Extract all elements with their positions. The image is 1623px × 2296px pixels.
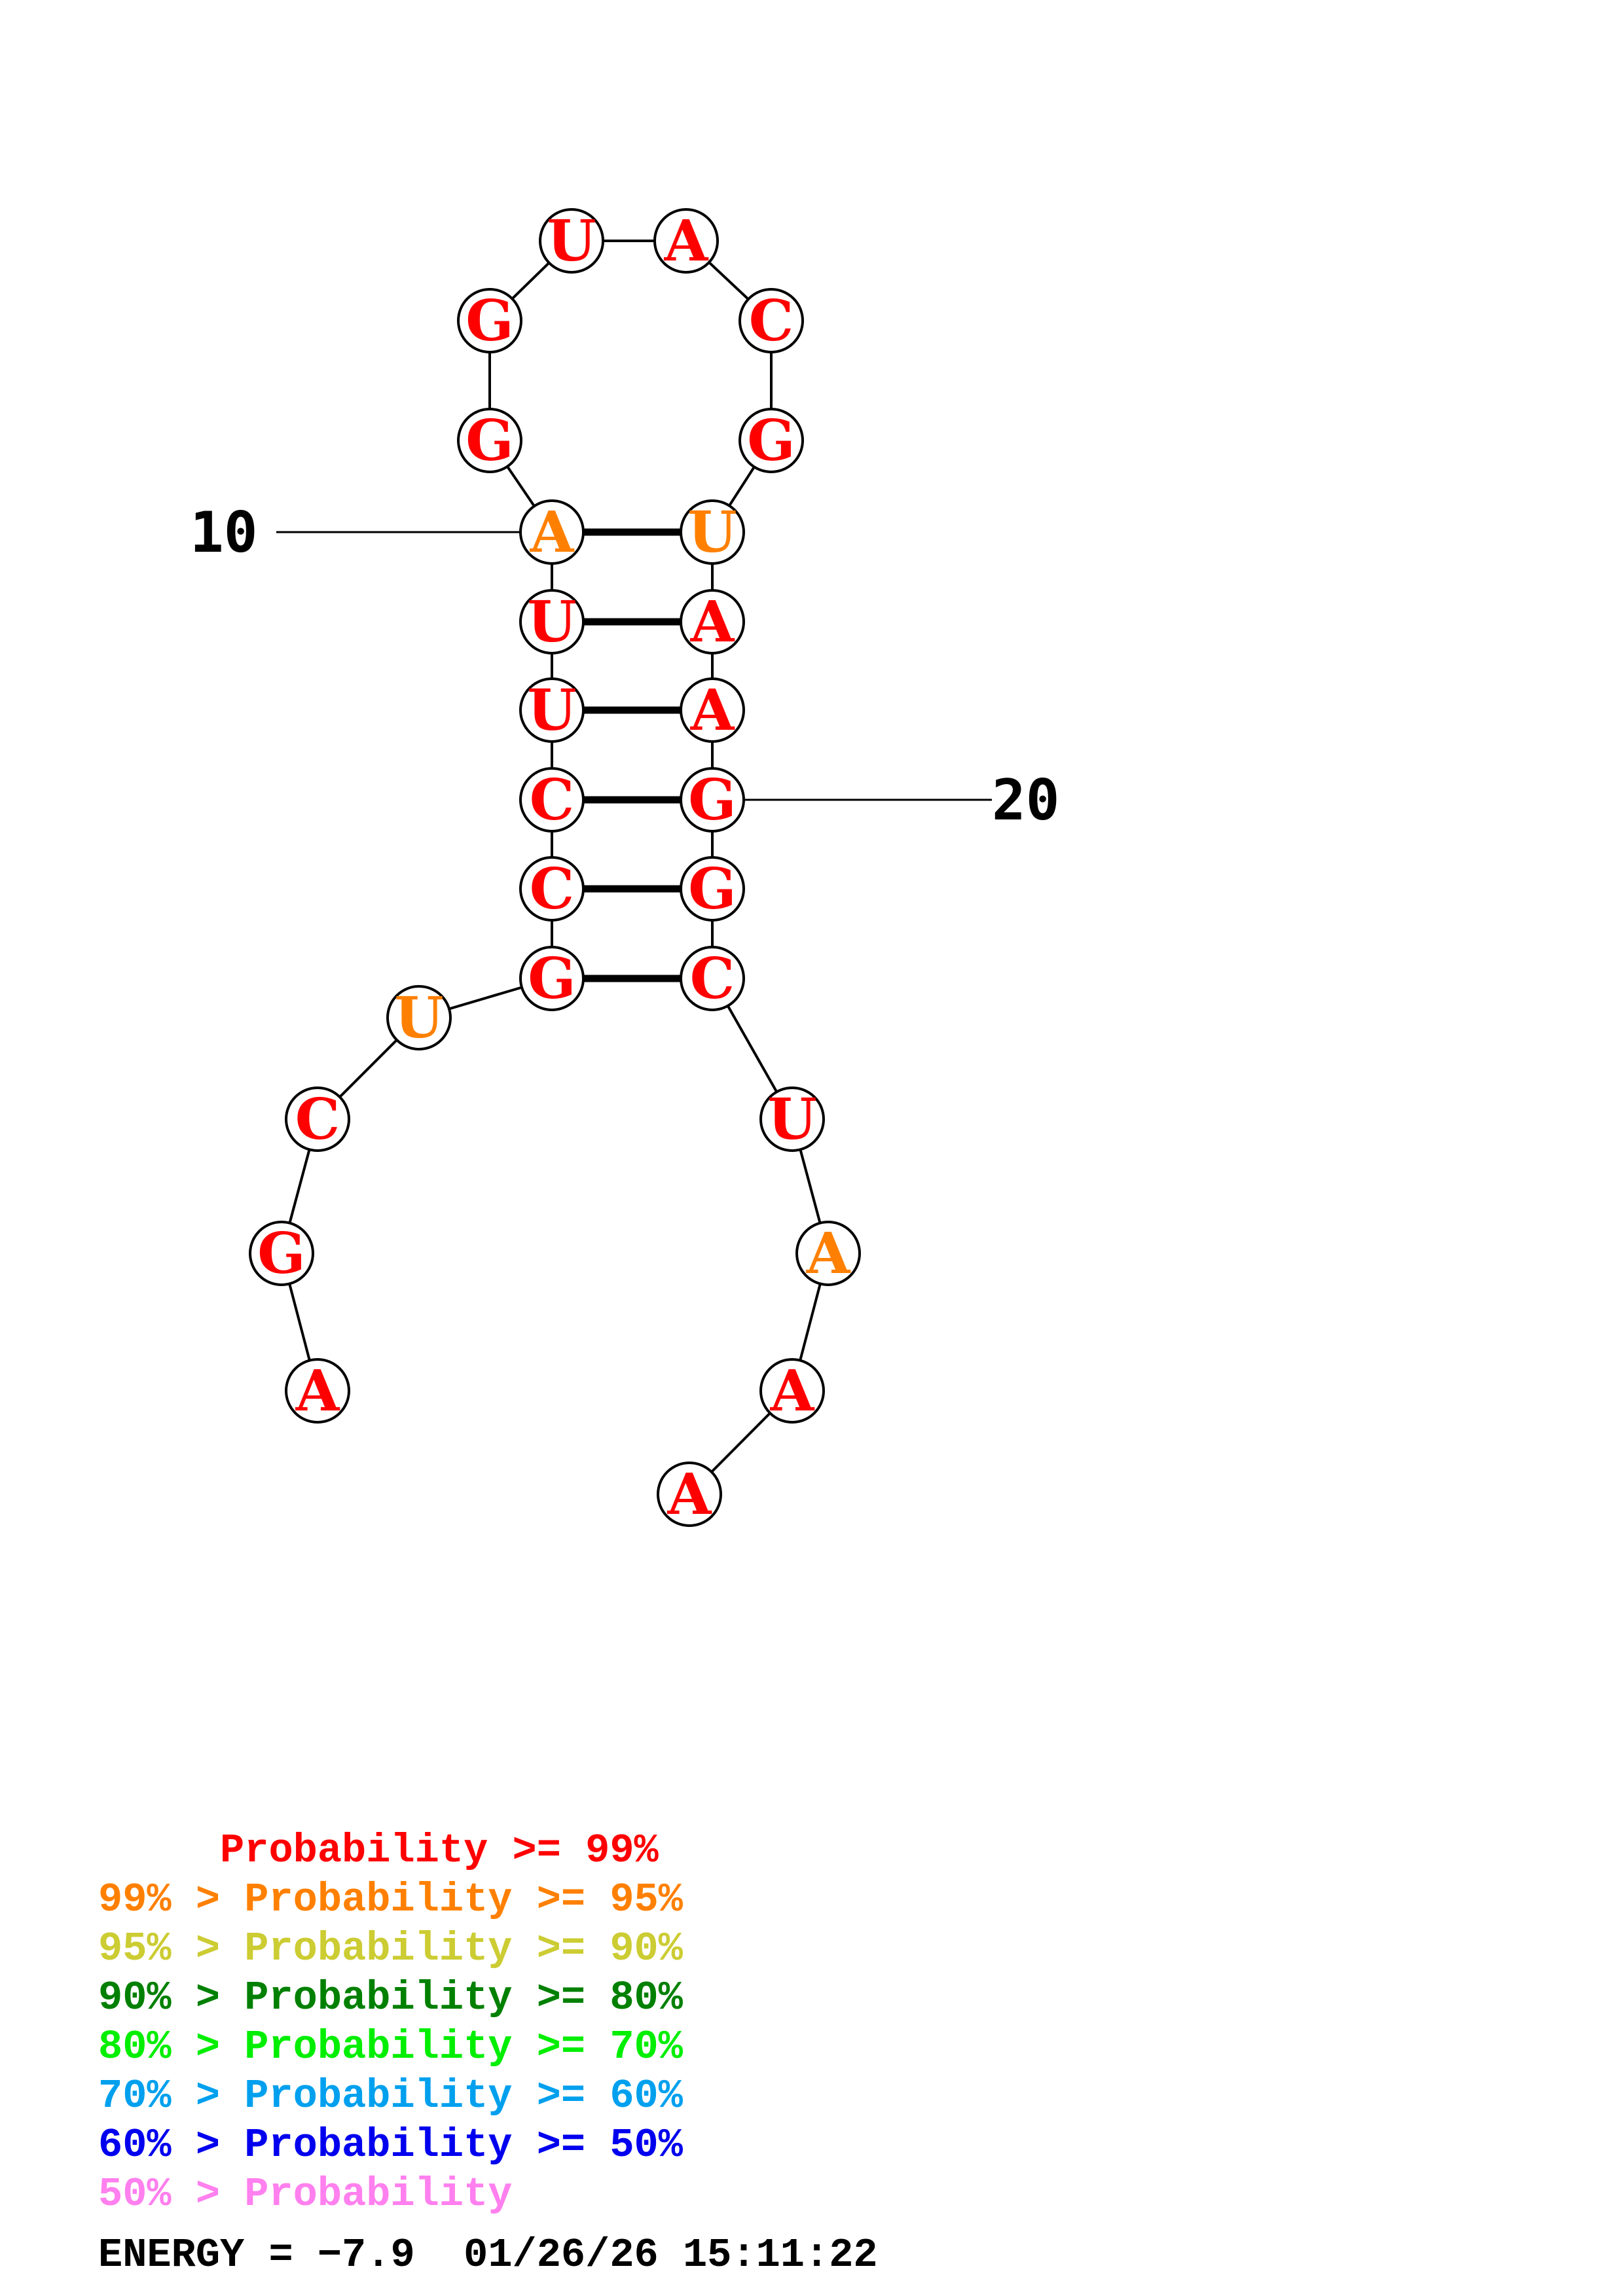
nucleotide-base: U — [768, 1086, 817, 1153]
nucleotide-base: A — [806, 1221, 851, 1287]
nucleotide-base: U — [688, 499, 737, 565]
nucleotide: A — [285, 1358, 350, 1424]
nucleotide: C — [739, 288, 804, 354]
nucleotide-circle — [519, 946, 585, 1011]
legend-entry: 70% > Probability >= 60% — [98, 2073, 683, 2119]
nucleotide: G — [519, 946, 585, 1012]
nucleotide-circle — [386, 985, 452, 1050]
position-label: 20 — [992, 768, 1060, 833]
legend-entry: 60% > Probability >= 50% — [98, 2122, 683, 2168]
nucleotide: C — [519, 856, 585, 922]
nucleotide-base: C — [530, 767, 574, 833]
nucleotide-circle — [653, 208, 719, 274]
nucleotide-circle — [657, 1462, 722, 1527]
nucleotide-base: C — [690, 946, 735, 1012]
legend-entry: 50% > Probability — [98, 2171, 513, 2217]
nucleotide-circle — [680, 499, 745, 565]
nucleotide-circle — [519, 856, 585, 922]
nucleotide-base: U — [395, 985, 444, 1051]
timestamp: 01/26/26 15:11:22 — [464, 2232, 878, 2278]
nucleotide-base: G — [688, 767, 736, 833]
nucleotide-circle — [457, 288, 522, 353]
footer: ENERGY = −7.9 01/26/26 15:11:22 — [98, 2232, 878, 2278]
nucleotide-circle — [759, 1086, 825, 1152]
nucleotide: U — [759, 1086, 825, 1153]
nucleotide-base: C — [530, 856, 574, 922]
nucleotide-base: A — [295, 1358, 340, 1424]
nucleotide: G — [457, 288, 522, 354]
nucleotide: A — [795, 1221, 861, 1287]
nucleotide-circle — [249, 1221, 314, 1286]
nucleotide-circle — [539, 208, 604, 274]
legend-entry: 99% > Probability >= 95% — [98, 1876, 683, 1923]
nucleotide-circle — [795, 1221, 861, 1286]
nucleotide-base: A — [530, 499, 575, 565]
nucleotide-base: A — [770, 1358, 815, 1424]
nucleotide: U — [519, 589, 585, 655]
nucleotide-base: G — [465, 408, 513, 474]
nucleotide-base: C — [295, 1086, 340, 1153]
nucleotide: A — [759, 1358, 825, 1424]
nucleotide: U — [519, 677, 585, 744]
nucleotide-circle — [519, 589, 585, 655]
nucleotide: U — [680, 499, 745, 565]
nucleotide-base: A — [667, 1462, 712, 1528]
nucleotide-base: U — [528, 677, 577, 744]
position-labels: 10 20 — [190, 500, 1060, 833]
nucleotide-base: G — [257, 1221, 305, 1287]
nucleotide-base: A — [690, 589, 735, 655]
nucleotide: C — [519, 767, 585, 833]
nucleotide-base: A — [664, 208, 709, 274]
nucleotide-circle — [680, 767, 745, 833]
nucleotide-circle — [285, 1358, 350, 1424]
nucleotide: A — [653, 208, 719, 274]
nucleotide-base: G — [465, 288, 513, 354]
legend-entry: 95% > Probability >= 90% — [98, 1926, 683, 1972]
legend-entry: Probability >= 99% — [98, 1827, 659, 1874]
probability-legend: Probability >= 99% 99% > Probability >= 9… — [98, 1826, 683, 2219]
nucleotide-circle — [680, 677, 745, 743]
nucleotide-base: A — [690, 677, 735, 744]
nucleotide: G — [457, 408, 522, 474]
nucleotide: G — [680, 767, 745, 833]
nucleotide: A — [680, 677, 745, 744]
nucleotide-circle — [739, 288, 804, 353]
nucleotide: G — [739, 408, 804, 474]
nucleotide: U — [539, 208, 604, 274]
nucleotide-circle — [519, 677, 585, 743]
nucleotide: C — [285, 1086, 350, 1153]
nucleotide-circle — [739, 408, 804, 473]
nucleotide: G — [680, 856, 745, 922]
nucleotide-base: G — [747, 408, 795, 474]
nucleotide-circle — [285, 1086, 350, 1152]
nucleotide-circle — [457, 408, 522, 473]
nucleotide-base: G — [528, 946, 575, 1012]
nucleotide-base: G — [688, 856, 736, 922]
legend-entry: 80% > Probability >= 70% — [98, 2024, 683, 2070]
nucleotide-base: U — [547, 208, 596, 274]
nucleotide-circle — [519, 499, 585, 565]
nucleotide-circle — [680, 589, 745, 655]
nucleotide-circle — [680, 946, 745, 1011]
nucleotide-circle — [759, 1358, 825, 1424]
legend-entry: 90% > Probability >= 80% — [98, 1975, 683, 2021]
nucleotide-circle — [519, 767, 585, 833]
nucleotide: A — [680, 589, 745, 655]
nucleotide: A — [519, 499, 585, 565]
nucleotide: G — [249, 1221, 314, 1287]
nucleotide-base: C — [749, 288, 793, 354]
position-label: 10 — [190, 500, 258, 565]
nucleotide: A — [657, 1462, 722, 1528]
nucleotide-circle — [680, 856, 745, 922]
nucleotide: C — [680, 946, 745, 1012]
nucleotide-base: U — [528, 589, 577, 655]
nucleotide: U — [386, 985, 452, 1051]
energy-value: ENERGY = −7.9 — [98, 2232, 415, 2278]
